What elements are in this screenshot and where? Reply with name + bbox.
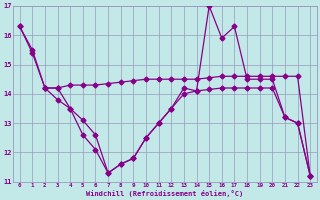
- X-axis label: Windchill (Refroidissement éolien,°C): Windchill (Refroidissement éolien,°C): [86, 190, 244, 197]
